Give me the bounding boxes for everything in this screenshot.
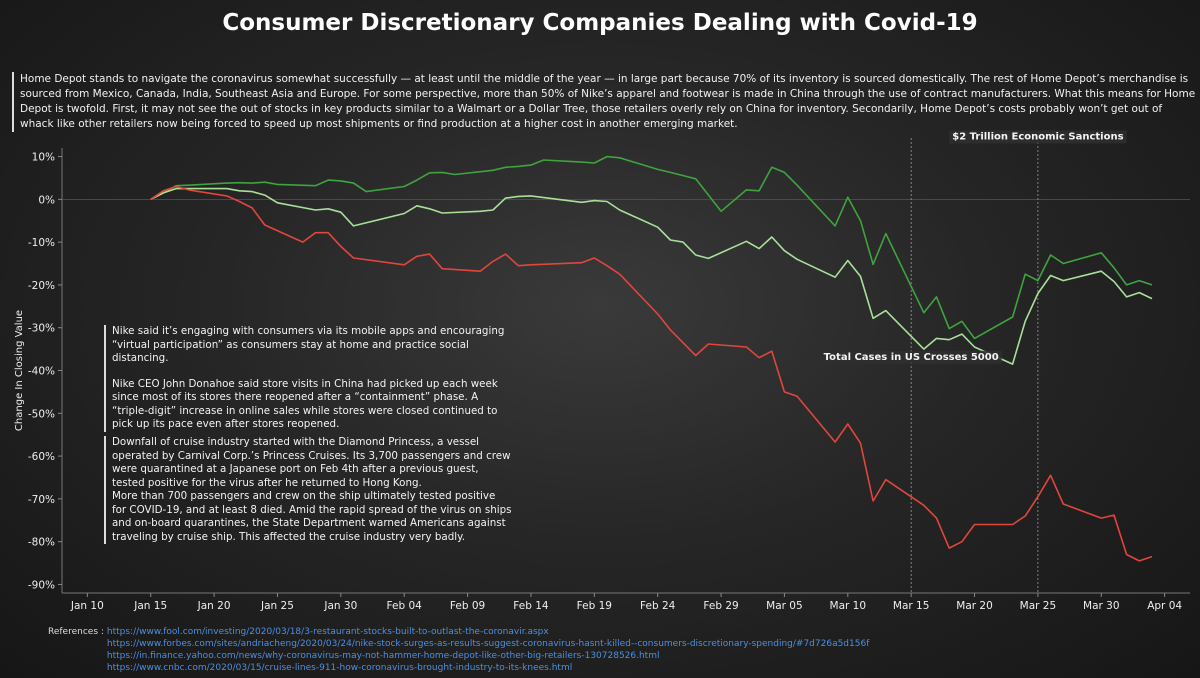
x-tick-label: Feb 29 [703, 600, 738, 612]
y-tick-label: -50% [28, 408, 55, 420]
nike-annotation-paragraph: Nike said it’s engaging with consumers v… [112, 325, 505, 364]
event-label-text: Total Cases in US Crosses 5000 [824, 352, 999, 363]
event-label-text: $2 Trillion Economic Sanctions [952, 131, 1123, 142]
x-tick-label: Mar 10 [830, 600, 867, 612]
y-tick-label: -20% [28, 280, 55, 292]
series-line-1 [150, 155, 1153, 340]
event-label-background [949, 130, 1127, 144]
reference-link[interactable]: https://in.finance.yahoo.com/news/why-co… [106, 651, 660, 661]
x-tick-label: Feb 19 [577, 600, 612, 612]
y-axis-title: Change In Closing Value [14, 310, 25, 431]
cruise-annotation-paragraph: More than 700 passengers and crew on the… [112, 490, 512, 543]
x-tick-label: Feb 14 [513, 600, 549, 612]
x-tick-label: Jan 25 [260, 600, 294, 612]
nike-annotation-paragraph: Nike CEO John Donahoe said store visits … [112, 377, 498, 431]
nike-annotation: Nike said it’s engaging with consumers v… [104, 325, 512, 432]
x-tick-label: Mar 15 [893, 600, 930, 612]
y-tick-label: 0% [38, 194, 55, 206]
y-tick-label: -70% [28, 494, 55, 506]
y-tick-label: 10% [32, 152, 55, 164]
intro-annotation: Home Depot stands to navigate the corona… [12, 72, 1198, 132]
x-tick-label: Feb 24 [640, 600, 676, 612]
event-label: Total Cases in US Crosses 5000 [820, 350, 1002, 364]
x-axis: Jan 10 Jan 15 Jan 20 Jan 25 Jan 30 Feb 04 Feb … [70, 593, 1182, 612]
x-tick-label: Jan 15 [133, 600, 167, 612]
references-label: References : [48, 627, 104, 637]
y-tick-label: -80% [28, 537, 55, 549]
cruise-annotation: Downfall of cruise industry started with… [104, 436, 512, 544]
y-tick-label: -90% [28, 579, 55, 591]
reference-link[interactable]: https://www.forbes.com/sites/andriacheng… [106, 639, 870, 649]
x-tick-label: Apr 04 [1147, 600, 1182, 612]
series-line-2 [150, 187, 1153, 365]
x-tick-label: Mar 20 [956, 600, 993, 612]
x-tick-label: Feb 09 [450, 600, 485, 612]
y-tick-label: -60% [28, 451, 55, 463]
y-tick-label: -30% [28, 323, 55, 335]
series-lines [150, 155, 1153, 562]
event-label: $2 Trillion Economic Sanctions [949, 130, 1127, 144]
x-tick-label: Feb 04 [387, 600, 423, 612]
reference-link[interactable]: https://www.cnbc.com/2020/03/15/cruise-l… [106, 663, 573, 673]
y-tick-label: -40% [28, 366, 55, 378]
x-tick-label: Mar 05 [766, 600, 803, 612]
series-line-3 [150, 185, 1153, 562]
chart-title: Consumer Discretionary Companies Dealing… [222, 10, 978, 36]
cruise-annotation-paragraph: Downfall of cruise industry started with… [112, 436, 511, 489]
x-tick-label: Jan 30 [323, 600, 357, 612]
y-tick-label: -10% [28, 237, 55, 249]
references-list: https://www.fool.com/investing/2020/03/1… [107, 626, 870, 674]
event-labels: Total Cases in US Crosses 5000 $2 Trillio… [820, 130, 1127, 364]
y-axis: 10% 0% -10% -20% -30% -40% -50% -60% -70% -80% -90… [14, 152, 62, 591]
x-tick-label: Mar 30 [1083, 600, 1120, 612]
event-label-background [820, 350, 1002, 364]
x-tick-label: Mar 25 [1020, 600, 1057, 612]
x-tick-label: Jan 20 [197, 600, 231, 612]
x-tick-label: Jan 10 [70, 600, 104, 612]
reference-link[interactable]: https://www.fool.com/investing/2020/03/1… [106, 627, 549, 637]
references: References : https://www.fool.com/invest… [48, 626, 869, 674]
